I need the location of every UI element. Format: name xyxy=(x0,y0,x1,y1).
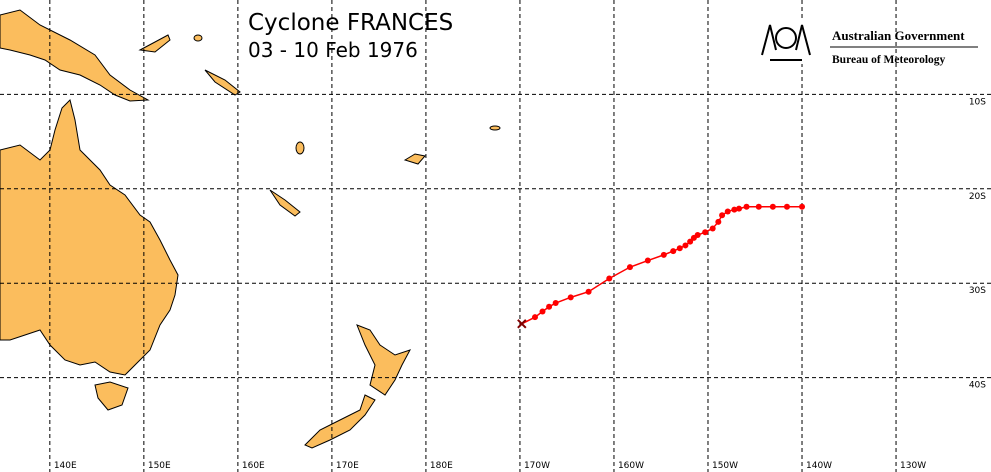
track-point xyxy=(702,229,709,236)
fiji xyxy=(403,153,426,165)
track-point xyxy=(539,308,546,315)
track-start xyxy=(517,319,527,329)
lat-label: 40S xyxy=(969,381,986,391)
track-point xyxy=(676,245,683,252)
new-zealand-north xyxy=(356,324,412,396)
track-point xyxy=(709,225,716,232)
lon-label: 170W xyxy=(524,461,550,471)
land xyxy=(0,9,501,449)
logo-line2: Bureau of Meteorology xyxy=(832,54,946,66)
track-point xyxy=(743,203,750,210)
track-point xyxy=(567,294,574,301)
supporters xyxy=(761,24,811,61)
island xyxy=(489,125,501,131)
lon-label: 160W xyxy=(618,461,644,471)
australia xyxy=(0,99,179,376)
new-guinea xyxy=(0,9,150,102)
track-line xyxy=(521,205,803,325)
track-point xyxy=(731,206,738,213)
lat-label: 20S xyxy=(969,192,986,202)
lon-label: 140E xyxy=(54,461,77,471)
track-point xyxy=(783,203,790,210)
track-point xyxy=(585,288,592,295)
track-point xyxy=(694,232,701,239)
lon-label: 140W xyxy=(806,461,832,471)
lon-label: 160E xyxy=(242,461,265,471)
track-point xyxy=(546,303,553,310)
cyclone-track xyxy=(517,203,806,329)
logo-bg xyxy=(752,20,822,64)
logo-line1: Australian Government xyxy=(832,28,965,43)
track-point xyxy=(755,203,762,210)
lon-label: 150E xyxy=(148,461,171,471)
lon-label: 180E xyxy=(430,461,453,471)
track-point xyxy=(552,300,559,307)
title: Cyclone FRANCES xyxy=(248,10,453,36)
track-point xyxy=(644,257,651,264)
lon-label: 150W xyxy=(712,461,738,471)
crest xyxy=(775,27,797,49)
island xyxy=(295,141,305,155)
track-point xyxy=(769,203,776,210)
lon-label: 130W xyxy=(900,461,926,471)
track-point xyxy=(715,218,722,225)
track-point xyxy=(719,212,726,219)
track-point xyxy=(724,208,731,215)
new-britain xyxy=(138,34,171,53)
track-point xyxy=(682,242,689,249)
track-point xyxy=(531,314,538,321)
track-point xyxy=(670,248,677,255)
track-point xyxy=(687,238,694,245)
new-zealand-south xyxy=(304,394,376,449)
island xyxy=(193,34,203,42)
subtitle: 03 - 10 Feb 1976 xyxy=(248,38,418,62)
track-point xyxy=(799,203,806,210)
new-caledonia xyxy=(269,189,301,217)
track-point xyxy=(660,251,667,258)
track-point xyxy=(606,275,613,282)
logo: Australian Government Bureau of Meteorol… xyxy=(752,20,978,66)
lon-label: 170E xyxy=(336,461,359,471)
track-point xyxy=(626,264,633,271)
lat-label: 10S xyxy=(969,97,986,107)
tasmania xyxy=(94,381,129,411)
lat-label: 30S xyxy=(969,286,986,296)
track-point xyxy=(736,205,743,212)
solomons xyxy=(204,69,241,96)
